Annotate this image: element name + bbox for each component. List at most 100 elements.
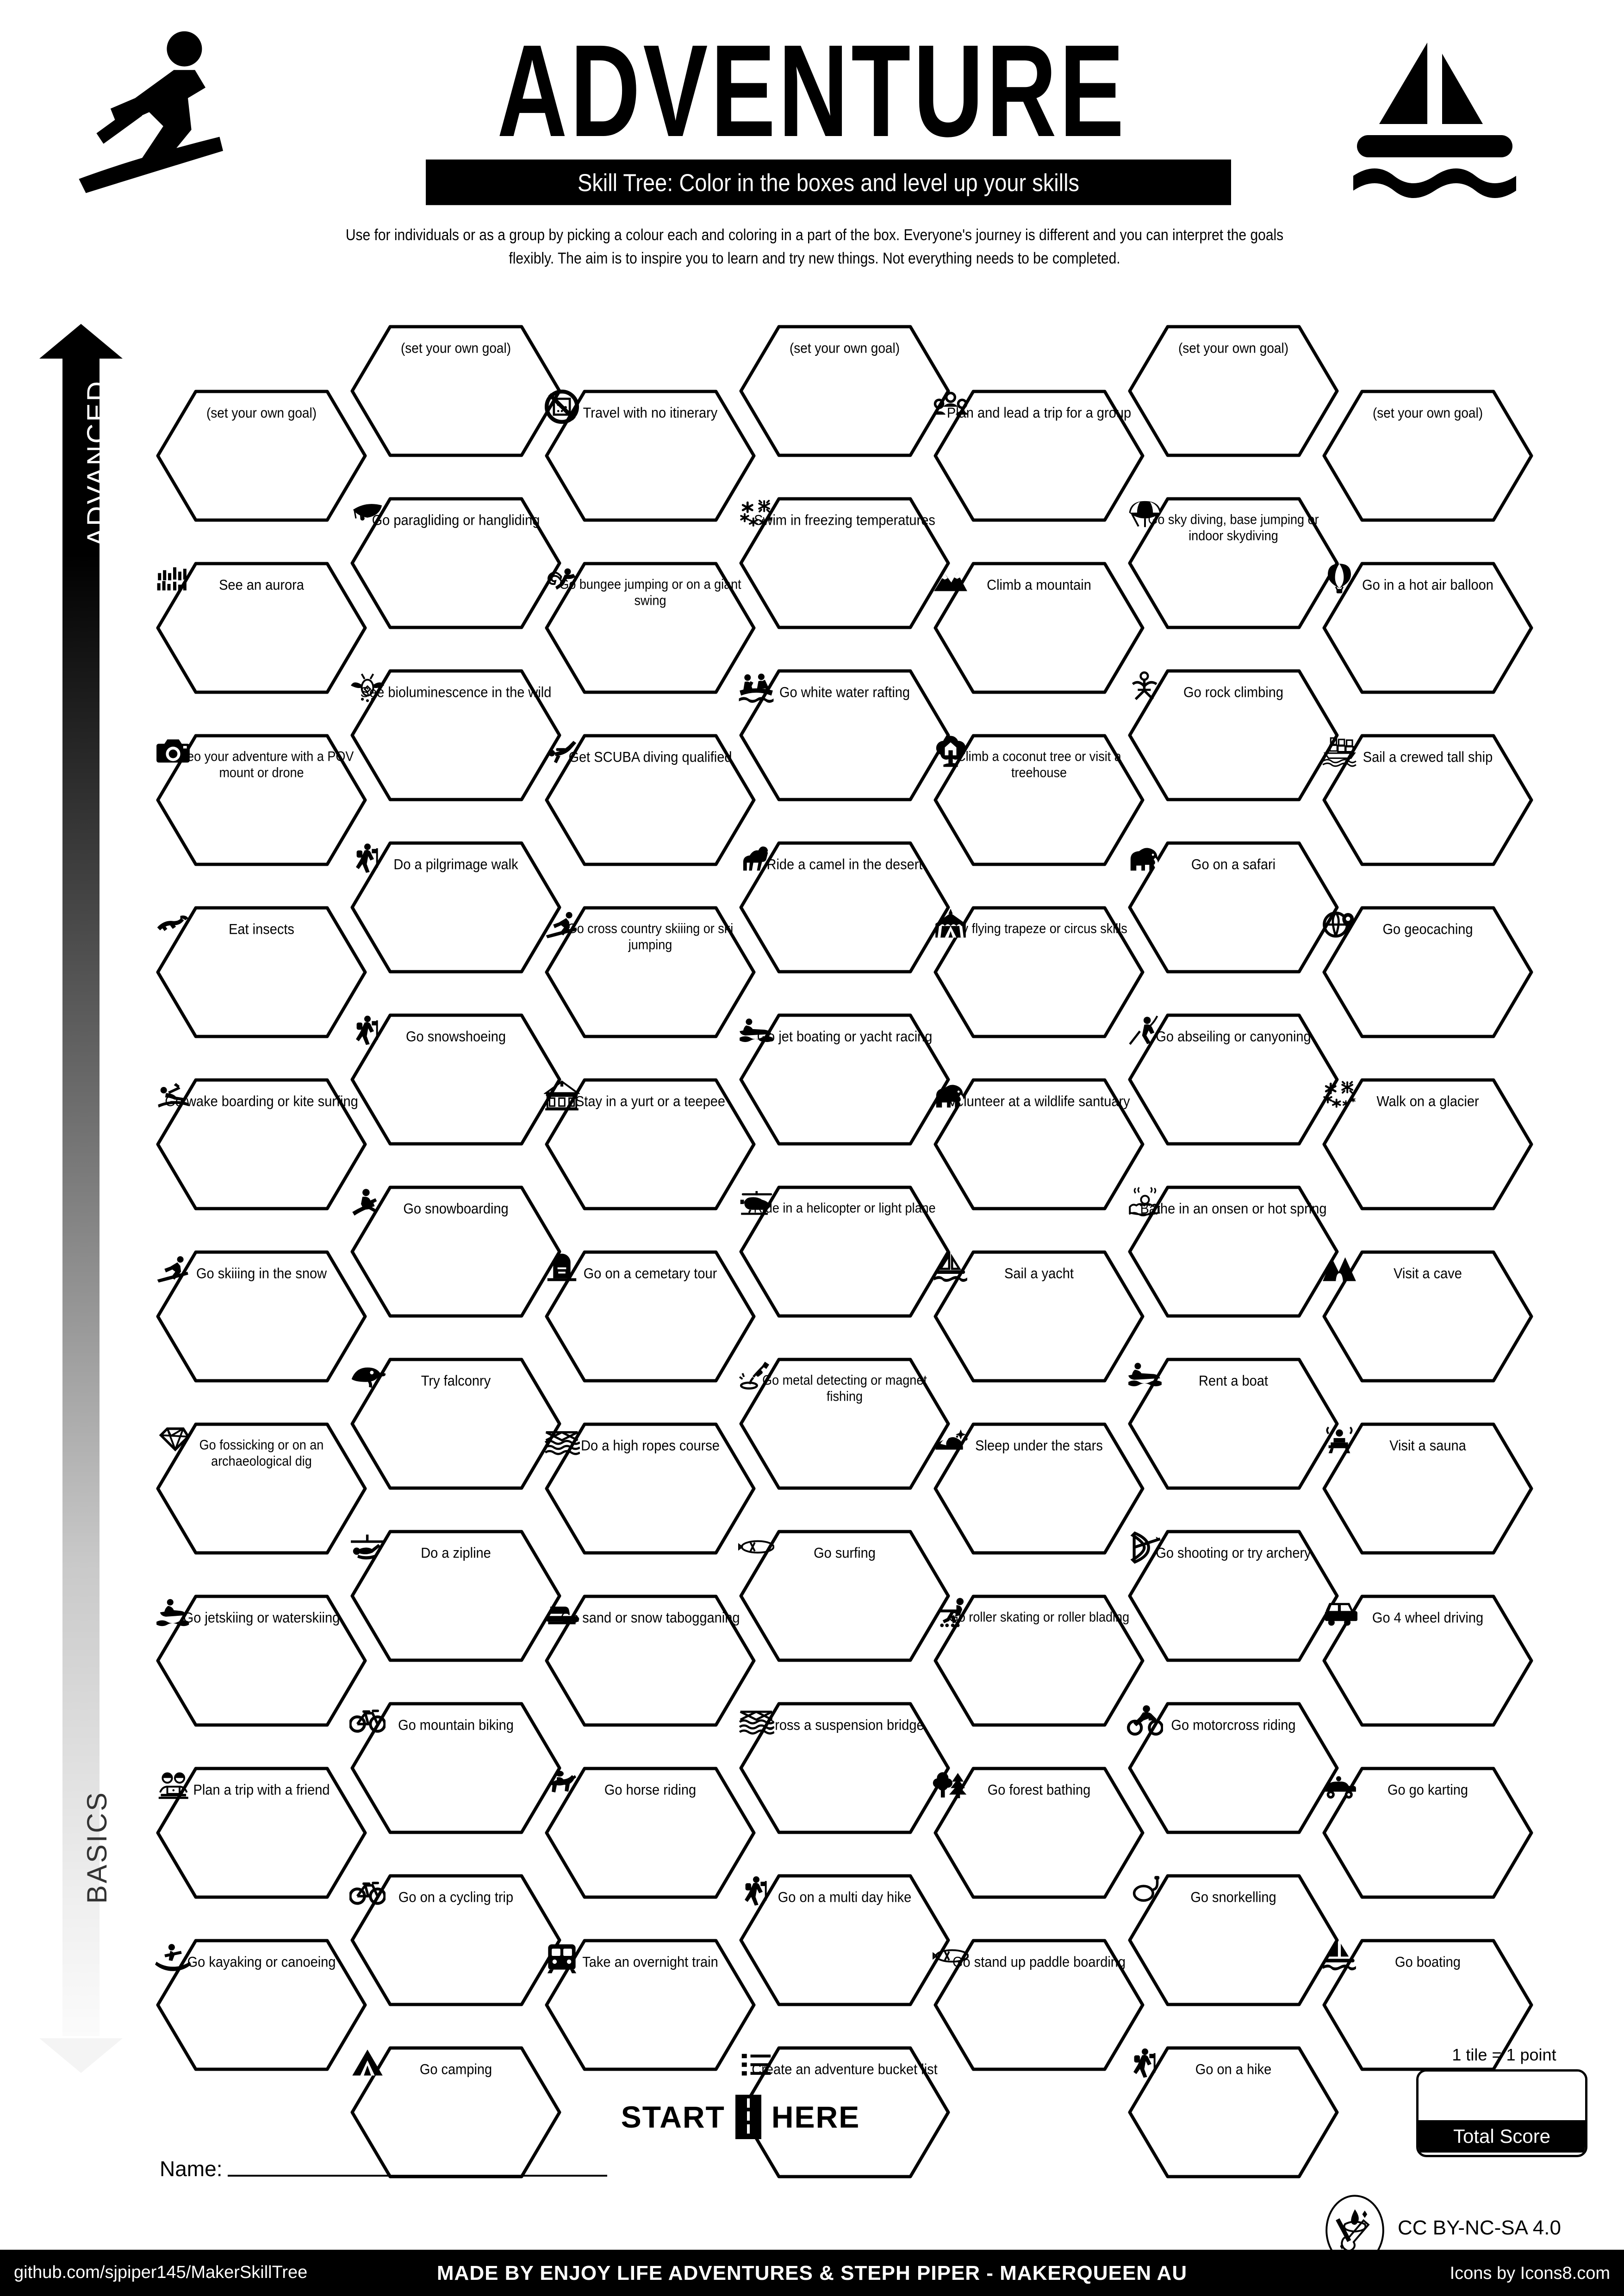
- skill-tile-label: Bathe in an onsen or hot spring: [1140, 1201, 1327, 1217]
- footer-icons-credit[interactable]: Icons by Icons8.com: [1450, 2264, 1610, 2283]
- skill-tile[interactable]: Go on a cemetary tour: [544, 1249, 757, 1384]
- skill-tile-label: Go on a hike: [1195, 2061, 1272, 2078]
- skill-tile-body: Go in a hot air balloon: [1321, 561, 1534, 695]
- skill-tile[interactable]: Go snowboarding: [349, 1185, 562, 1319]
- skill-tile[interactable]: Try flying trapeze or circus skills: [933, 905, 1145, 1039]
- skill-tile[interactable]: Video your adventure with a POV mount or…: [155, 733, 368, 867]
- skill-tile-label: Go motorcross riding: [1171, 1717, 1296, 1734]
- skill-tile[interactable]: Ride in a helicopter or light plane: [738, 1185, 951, 1319]
- skill-tile[interactable]: Create an adventure bucket list: [738, 2045, 951, 2179]
- skill-tile[interactable]: Go on a cycling trip: [349, 1873, 562, 2007]
- skill-tile[interactable]: Go cross country skiiing or ski jumping: [544, 905, 757, 1039]
- skill-tile[interactable]: Go rock climbing: [1127, 668, 1340, 802]
- skill-tile[interactable]: See an aurora: [155, 561, 368, 695]
- skill-tile[interactable]: Go surfing: [738, 1529, 951, 1663]
- skill-tile[interactable]: Cross a suspension bridge: [738, 1701, 951, 1835]
- skill-tile-label: (set your own goal): [206, 405, 317, 421]
- subtitle-banner: Skill Tree: Color in the boxes and level…: [426, 159, 1231, 205]
- skill-tile[interactable]: Go kayaking or canoeing: [155, 1938, 368, 2072]
- skill-tile[interactable]: (set your own goal): [738, 324, 951, 458]
- skill-tile[interactable]: Go jet boating or yacht racing: [738, 1012, 951, 1147]
- skill-tile[interactable]: Bathe in an onsen or hot spring: [1127, 1185, 1340, 1319]
- skill-tile-label: Go on a safari: [1191, 856, 1276, 873]
- skill-tile[interactable]: Swim in freezing temperatures: [738, 496, 951, 630]
- skill-tile[interactable]: Go bungee jumping or on a giant swing: [544, 561, 757, 695]
- skill-tile-label: (set your own goal): [1372, 405, 1483, 421]
- skill-tile[interactable]: Climb a coconut tree or visit a treehous…: [933, 733, 1145, 867]
- skill-tile[interactable]: Go go karting: [1321, 1766, 1534, 1900]
- skill-tile[interactable]: Take an overnight train: [544, 1938, 757, 2072]
- skill-tile[interactable]: Go forest bathing: [933, 1766, 1145, 1900]
- intro-blurb: Use for individuals or as a group by pic…: [345, 226, 1284, 267]
- total-score-widget: 1 tile = 1 point Total Score: [1416, 2045, 1592, 2157]
- skill-tile[interactable]: Go shooting or try archery: [1127, 1529, 1340, 1663]
- skill-tile[interactable]: Volunteer at a wildlife santuary: [933, 1077, 1145, 1211]
- skill-tile-body: Go fossicking or on an archaeological di…: [155, 1421, 368, 1556]
- axis-gradient-bar: [62, 352, 100, 2036]
- skill-tile[interactable]: Go stand up paddle boarding: [933, 1938, 1145, 2072]
- skill-tile[interactable]: Go snorkelling: [1127, 1873, 1340, 2007]
- skill-tile[interactable]: Eat insects: [155, 905, 368, 1039]
- skill-tile[interactable]: Go in a hot air balloon: [1321, 561, 1534, 695]
- skill-tile-body: Go on a hike: [1127, 2045, 1340, 2179]
- skill-tile[interactable]: Go 4 wheel driving: [1321, 1594, 1534, 1728]
- skill-tile[interactable]: Walk on a glacier: [1321, 1077, 1534, 1211]
- skill-tile[interactable]: Try falconry: [349, 1357, 562, 1491]
- skill-tile-body: Travel with no itinerary: [544, 389, 757, 523]
- skill-tile[interactable]: Do a high ropes course: [544, 1421, 757, 1556]
- skill-tile[interactable]: Go camping: [349, 2045, 562, 2179]
- skill-tile[interactable]: Visit a sauna: [1321, 1421, 1534, 1556]
- skill-tile[interactable]: Visit a cave: [1321, 1249, 1534, 1384]
- skill-tile[interactable]: (set your own goal): [349, 324, 562, 458]
- skill-tile[interactable]: Sleep under the stars: [933, 1421, 1145, 1556]
- skill-tile-body: Go skiiing in the snow: [155, 1249, 368, 1384]
- skill-tile[interactable]: Plan and lead a trip for a group: [933, 389, 1145, 523]
- skill-tile[interactable]: Go mountain biking: [349, 1701, 562, 1835]
- skill-tile-body: See bioluminescence in the wild: [349, 668, 562, 802]
- skill-tile[interactable]: Go paragliding or hangliding: [349, 496, 562, 630]
- skill-tile-label: Go snowshoeing: [405, 1029, 506, 1045]
- skill-tile[interactable]: Go sky diving, base jumping or indoor sk…: [1127, 496, 1340, 630]
- skill-tile[interactable]: (set your own goal): [1127, 324, 1340, 458]
- skill-tile-body: Ride a camel in the desert: [738, 840, 951, 974]
- skill-tile[interactable]: Go sand or snow tabogganing: [544, 1594, 757, 1728]
- skill-tile[interactable]: (set your own goal): [155, 389, 368, 523]
- skill-tile-body: Visit a cave: [1321, 1249, 1534, 1384]
- skill-tile[interactable]: See bioluminescence in the wild: [349, 668, 562, 802]
- skill-tile[interactable]: Go fossicking or on an archaeological di…: [155, 1421, 368, 1556]
- skill-tile[interactable]: Sail a crewed tall ship: [1321, 733, 1534, 867]
- skill-tile-body: Go on a multi day hike: [738, 1873, 951, 2007]
- skill-tile[interactable]: Climb a mountain: [933, 561, 1145, 695]
- skill-tile-label: Go shooting or try archery: [1156, 1545, 1311, 1562]
- skill-tile[interactable]: Go snowshoeing: [349, 1012, 562, 1147]
- skill-tile[interactable]: Go metal detecting or magnet fishing: [738, 1357, 951, 1491]
- skill-tile[interactable]: Go wake boarding or kite surfing: [155, 1077, 368, 1211]
- skill-tile[interactable]: Stay in a yurt or a teepee: [544, 1077, 757, 1211]
- skill-tile[interactable]: Rent a boat: [1127, 1357, 1340, 1491]
- skill-tile[interactable]: Go geocaching: [1321, 905, 1534, 1039]
- skill-tile[interactable]: Do a pilgrimage walk: [349, 840, 562, 974]
- skill-tile[interactable]: Go jetskiing or waterskiing: [155, 1594, 368, 1728]
- skill-tile[interactable]: Travel with no itinerary: [544, 389, 757, 523]
- skill-tile[interactable]: Do a zipline: [349, 1529, 562, 1663]
- skill-tile[interactable]: Go white water rafting: [738, 668, 951, 802]
- score-box[interactable]: Total Score: [1416, 2069, 1587, 2157]
- skill-tile[interactable]: Go on a safari: [1127, 840, 1340, 974]
- skill-tile[interactable]: Go skiiing in the snow: [155, 1249, 368, 1384]
- skill-tile[interactable]: (set your own goal): [1321, 389, 1534, 523]
- footer-repo-link[interactable]: github.com/sjpiper145/MakerSkillTree: [14, 2263, 308, 2282]
- skill-tile[interactable]: Go on a multi day hike: [738, 1873, 951, 2007]
- name-input-line[interactable]: [228, 2175, 608, 2177]
- skill-tile[interactable]: Go horse riding: [544, 1766, 757, 1900]
- skill-tile[interactable]: Go on a hike: [1127, 2045, 1340, 2179]
- skill-tile-body: Go cross country skiiing or ski jumping: [544, 905, 757, 1039]
- skill-tile[interactable]: Go roller skating or roller blading: [933, 1594, 1145, 1728]
- skill-tile[interactable]: Sail a yacht: [933, 1249, 1145, 1384]
- skill-tile[interactable]: Plan a trip with a friend: [155, 1766, 368, 1900]
- skill-tile[interactable]: Ride a camel in the desert: [738, 840, 951, 974]
- skill-tile-label: Plan a trip with a friend: [193, 1782, 330, 1799]
- skill-tile[interactable]: Go motorcross riding: [1127, 1701, 1340, 1835]
- score-value[interactable]: [1419, 2072, 1585, 2120]
- skill-tile[interactable]: Go abseiling or canyoning: [1127, 1012, 1340, 1147]
- skill-tile[interactable]: Get SCUBA diving qualified: [544, 733, 757, 867]
